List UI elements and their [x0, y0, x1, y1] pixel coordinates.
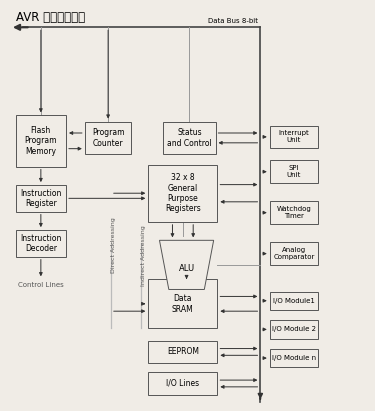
Bar — [148, 164, 217, 222]
Bar — [148, 279, 217, 328]
Bar — [148, 372, 217, 395]
Text: Instruction
Register: Instruction Register — [20, 189, 62, 208]
Text: Direct Addressing: Direct Addressing — [111, 217, 116, 273]
Bar — [270, 291, 318, 310]
Text: Program
Counter: Program Counter — [92, 128, 124, 148]
Text: SPI
Unit: SPI Unit — [287, 165, 301, 178]
Bar — [270, 320, 318, 339]
Text: Control Lines: Control Lines — [18, 282, 63, 288]
Text: I/O Module 2: I/O Module 2 — [272, 326, 316, 332]
Text: I/O Module1: I/O Module1 — [273, 298, 315, 304]
Bar — [270, 349, 318, 367]
Bar — [148, 341, 217, 363]
Text: Watchdog
Timer: Watchdog Timer — [277, 206, 311, 219]
Text: EEPROM: EEPROM — [167, 347, 199, 356]
Text: I/O Lines: I/O Lines — [166, 379, 200, 388]
Text: Flash
Program
Memory: Flash Program Memory — [25, 126, 57, 156]
Text: Instruction
Decoder: Instruction Decoder — [20, 234, 62, 253]
Text: Indirect Addressing: Indirect Addressing — [141, 225, 146, 286]
Text: Status
and Control: Status and Control — [167, 128, 212, 148]
Bar — [16, 230, 66, 257]
Bar — [270, 160, 318, 183]
Text: AVR 结构的方框图: AVR 结构的方框图 — [16, 11, 85, 24]
Bar — [270, 201, 318, 224]
Text: ALU: ALU — [178, 264, 195, 273]
Text: Data Bus 8-bit: Data Bus 8-bit — [209, 18, 258, 24]
Text: Interrupt
Unit: Interrupt Unit — [279, 130, 309, 143]
Text: 32 x 8
General
Purpose
Registers: 32 x 8 General Purpose Registers — [165, 173, 201, 213]
Text: I/O Module n: I/O Module n — [272, 355, 316, 361]
Bar — [163, 122, 216, 154]
Bar — [270, 242, 318, 265]
Bar — [270, 126, 318, 148]
Polygon shape — [159, 240, 214, 289]
Text: Analog
Comparator: Analog Comparator — [273, 247, 315, 260]
Bar — [85, 122, 132, 154]
Text: Data
SRAM: Data SRAM — [172, 294, 194, 314]
Bar — [16, 185, 66, 212]
Bar — [16, 115, 66, 166]
